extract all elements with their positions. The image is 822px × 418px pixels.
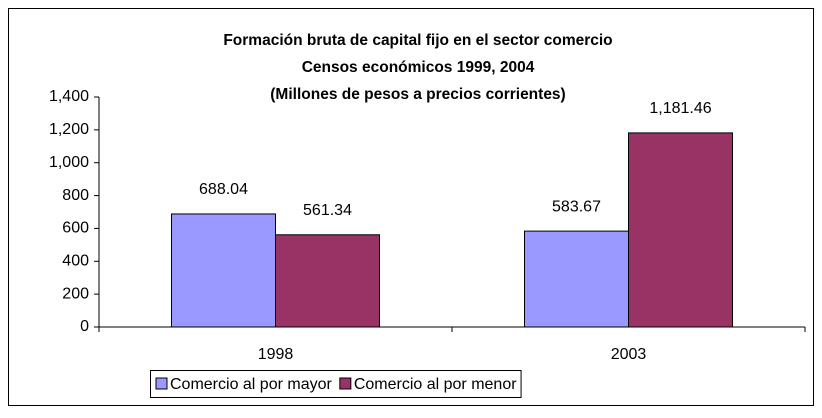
y-tick-label: 0	[80, 318, 89, 335]
y-tick-label: 1,400	[49, 88, 89, 105]
y-tick-label: 800	[62, 187, 89, 204]
bar	[628, 132, 733, 328]
y-tick-label: 200	[62, 285, 89, 302]
value-label: 688.04	[199, 181, 248, 198]
chart-title: (Millones de pesos a precios corrientes)	[270, 86, 565, 103]
legend-swatch	[339, 377, 352, 390]
chart-title: Censos económicos 1999, 2004	[302, 59, 535, 76]
y-tick-label: 400	[62, 253, 89, 270]
value-label: 1,181.46	[649, 100, 711, 117]
legend-swatch	[155, 377, 168, 390]
value-label: 561.34	[303, 202, 352, 219]
value-label: 583.67	[552, 198, 601, 215]
bar	[524, 230, 629, 328]
x-tick-label: 1998	[258, 346, 294, 363]
y-tick-label: 1,000	[49, 154, 89, 171]
y-tick-label: 1,200	[49, 121, 89, 138]
bar	[275, 234, 380, 328]
legend	[150, 370, 522, 398]
x-tick-label: 2003	[611, 346, 647, 363]
legend-label: Comercio al por mayor	[170, 376, 333, 393]
bar	[171, 213, 276, 328]
chart-title: Formación bruta de capital fijo en el se…	[223, 32, 612, 49]
y-tick-label: 600	[62, 220, 89, 237]
legend-label: Comercio al por menor	[354, 376, 517, 393]
